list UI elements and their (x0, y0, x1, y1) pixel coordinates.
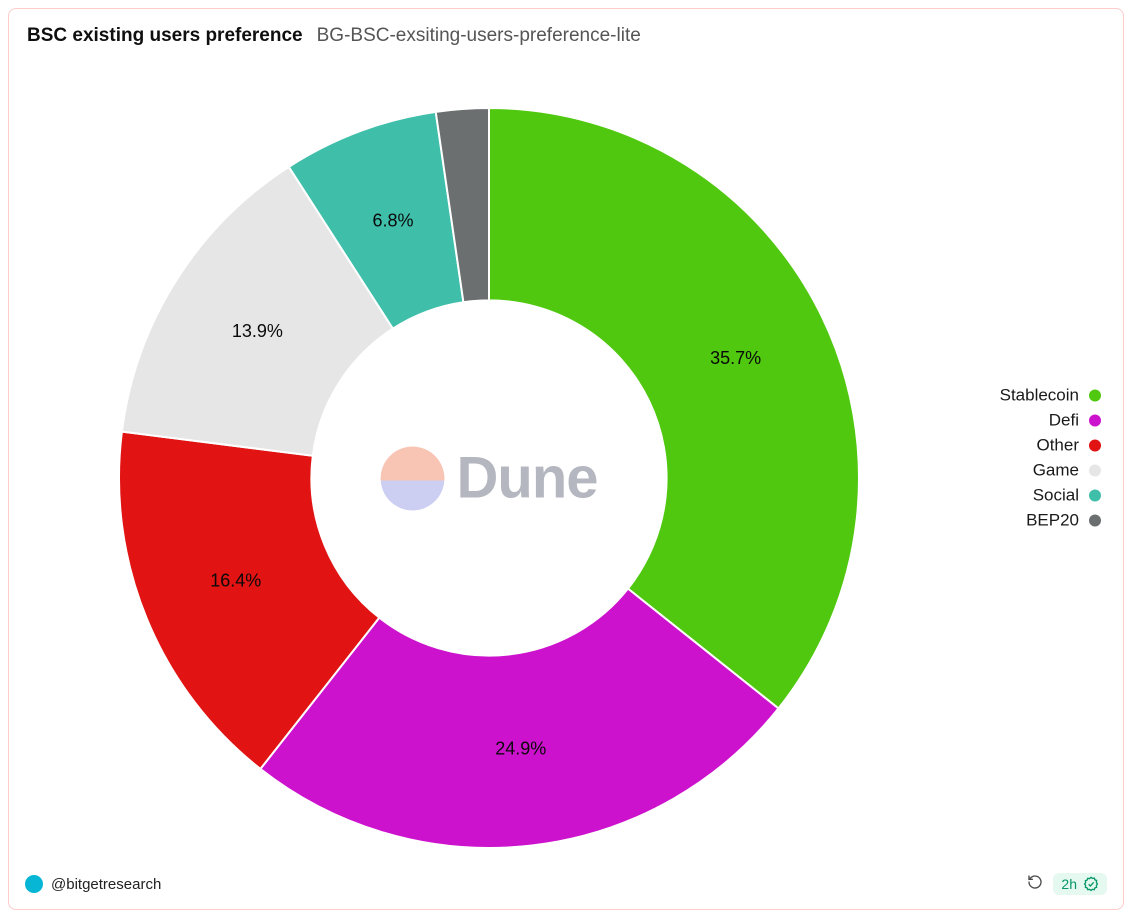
card-title: BSC existing users preference (27, 25, 303, 47)
legend-label: Defi (1049, 411, 1079, 431)
legend-swatch (1089, 440, 1101, 452)
donut-slice[interactable] (489, 108, 859, 708)
legend-item[interactable]: Social (1000, 486, 1101, 506)
verified-icon (1083, 876, 1099, 892)
legend-item[interactable]: Stablecoin (1000, 386, 1101, 406)
card-subtitle: BG-BSC-exsiting-users-preference-lite (317, 25, 641, 47)
legend-swatch (1089, 390, 1101, 402)
legend-label: Game (1033, 461, 1079, 481)
slice-label: 13.9% (232, 321, 283, 341)
legend-label: Social (1033, 486, 1079, 506)
legend-swatch (1089, 515, 1101, 527)
legend-swatch (1089, 465, 1101, 477)
refresh-icon (1027, 874, 1043, 890)
legend-item[interactable]: Other (1000, 436, 1101, 456)
legend-label: Other (1036, 436, 1079, 456)
legend-item[interactable]: BEP20 (1000, 511, 1101, 531)
author-handle: @bitgetresearch (51, 876, 161, 893)
author-avatar-icon (25, 875, 43, 893)
query-age-label: 2h (1061, 876, 1077, 892)
legend-swatch (1089, 415, 1101, 427)
legend-label: BEP20 (1026, 511, 1079, 531)
legend-item[interactable]: Defi (1000, 411, 1101, 431)
card-header: BSC existing users preference BG-BSC-exs… (9, 9, 1123, 53)
chart-card: BSC existing users preference BG-BSC-exs… (8, 8, 1124, 910)
slice-label: 6.8% (373, 210, 414, 230)
author-link[interactable]: @bitgetresearch (25, 875, 161, 893)
slice-label: 24.9% (495, 739, 546, 759)
chart-area: 35.7%24.9%16.4%13.9%6.8% Dune Stablecoin… (9, 53, 1123, 863)
legend-label: Stablecoin (1000, 386, 1079, 406)
refresh-button[interactable] (1027, 874, 1043, 894)
slice-label: 35.7% (710, 348, 761, 368)
legend-item[interactable]: Game (1000, 461, 1101, 481)
query-age-pill[interactable]: 2h (1053, 873, 1107, 895)
legend-swatch (1089, 490, 1101, 502)
slice-label: 16.4% (210, 571, 261, 591)
donut-chart: 35.7%24.9%16.4%13.9%6.8% Dune (59, 83, 919, 873)
chart-legend: Stablecoin Defi Other Game Social BEP20 (1000, 386, 1101, 531)
